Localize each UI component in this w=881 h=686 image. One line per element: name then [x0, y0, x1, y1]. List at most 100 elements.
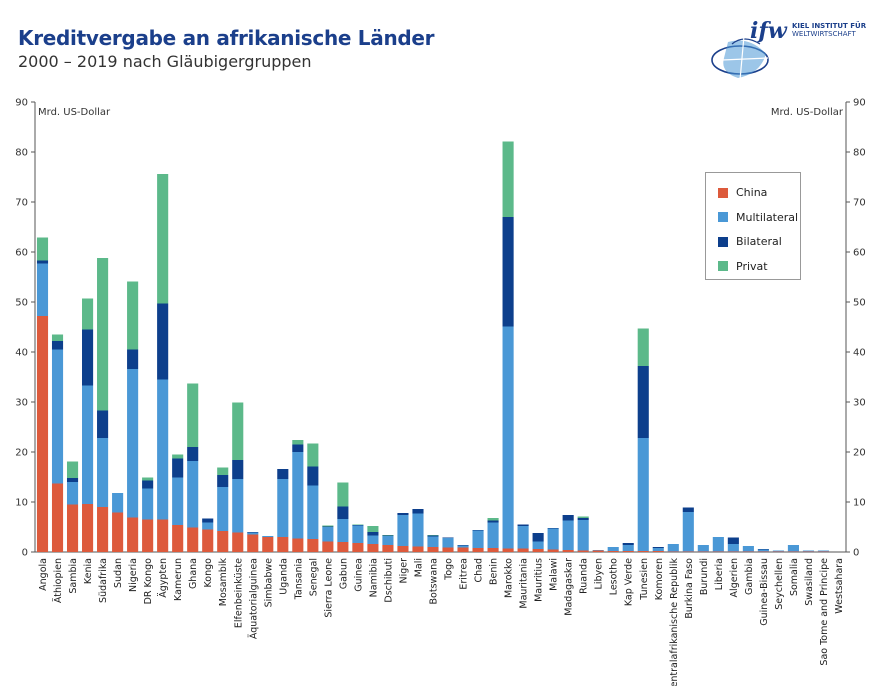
x-tick-label: Mali [413, 558, 424, 577]
bar-segment-bilateral [232, 460, 244, 479]
bar-segment-bilateral [487, 520, 499, 523]
bar-segment-multilateral [142, 488, 154, 520]
bar-segment-china [232, 532, 244, 552]
bar-segment-china [442, 547, 454, 552]
bar-segment-multilateral [307, 485, 319, 539]
y-tick-label-right: 0 [853, 548, 859, 559]
x-tick-label: Niger [398, 558, 409, 584]
bar-segment-multilateral [247, 532, 259, 535]
x-tick-label: Libyen [594, 558, 605, 589]
legend-label: Bilateral [736, 235, 782, 248]
bar-segment-bilateral [82, 329, 94, 386]
bar-segment-multilateral [397, 515, 409, 546]
bar-segment-bilateral [367, 532, 379, 536]
bar-segment-china [637, 551, 649, 552]
x-tick-label: Swasiland [804, 558, 815, 606]
chart-subtitle: 2000 – 2019 nach Gläubigergruppen [18, 52, 312, 71]
x-tick-label: Eritrea [459, 558, 470, 590]
bar-segment-multilateral [457, 545, 469, 548]
bar-segment-china [36, 316, 49, 552]
bar-segment-china [682, 551, 694, 552]
bar-segment-multilateral [772, 550, 784, 552]
bar-segment-bilateral [652, 547, 664, 548]
bar-segment-china [547, 549, 559, 552]
bar-segment-bilateral [202, 518, 214, 523]
bar-segment-bilateral [532, 533, 544, 542]
bar-segment-china [427, 547, 439, 552]
x-axis-labels: Angola Äthiopien Sambia Kenia Südafrika Sudan… [38, 558, 845, 686]
bar-segment-china [472, 548, 484, 552]
x-tick-label: Sierra Leone [323, 558, 334, 618]
bar-segment-china [517, 548, 529, 552]
x-tick-label: Mauritania [519, 558, 530, 609]
bar-segment-privat [637, 328, 649, 366]
bar-segment-multilateral [682, 512, 694, 552]
chart-bars [36, 141, 830, 552]
bar-segment-multilateral [277, 479, 289, 537]
y-tick-label-left: 30 [15, 398, 28, 409]
bar-segment-multilateral [232, 479, 244, 533]
ifw-logo: ifw KIEL INSTITUT FÜR WELTWIRTSCHAFT [711, 18, 867, 81]
bar-segment-privat [367, 526, 379, 532]
logo-line2: WELTWIRTSCHAFT [792, 30, 856, 38]
y-tick-label-left: 60 [15, 248, 28, 259]
bar-segment-privat [487, 518, 499, 521]
x-tick-label: Simbabwe [263, 558, 274, 608]
y-tick-label-right: 10 [853, 498, 866, 509]
x-tick-label: Benin [489, 558, 500, 585]
x-tick-label: Kenia [83, 558, 94, 584]
bar-segment-china [397, 546, 409, 552]
bar-segment-bilateral [412, 509, 424, 514]
legend-item-multilateral: Multilateral [718, 211, 798, 224]
x-tick-label: Sudan [113, 558, 124, 588]
bar-segment-multilateral [547, 528, 559, 550]
bar-segment-china [457, 547, 469, 552]
y-axis-unit-right: Mrd. US-Dollar [771, 107, 844, 118]
y-tick-label-right: 30 [853, 398, 866, 409]
x-tick-label: Südafrika [98, 558, 109, 603]
bar-segment-multilateral [367, 535, 379, 544]
bar-segment-bilateral [472, 530, 484, 531]
legend-item-china: China [718, 186, 767, 199]
bar-segment-multilateral [532, 541, 544, 549]
bar-segment-multilateral [577, 520, 589, 551]
bar-segment-privat [427, 535, 439, 536]
legend-swatch [718, 236, 728, 247]
x-tick-label: Chad [474, 558, 485, 583]
bar-segment-privat [382, 535, 394, 536]
bar-segment-privat [337, 482, 349, 507]
y-tick-label-left: 80 [15, 148, 28, 159]
bar-segment-multilateral [112, 493, 124, 513]
y-tick-label-left: 0 [22, 548, 28, 559]
bar-segment-bilateral [757, 549, 769, 550]
x-tick-label: Sambia [68, 558, 79, 594]
y-tick-label-right: 60 [853, 248, 866, 259]
x-tick-label: Burkina Faso [684, 558, 695, 619]
bar-segment-china [202, 529, 214, 552]
x-tick-label: Marokko [504, 558, 515, 598]
bar-segment-china [142, 519, 154, 552]
bar-segment-bilateral [51, 341, 64, 350]
x-tick-label: Äquatorialguinea [248, 558, 259, 639]
bar-segment-china [157, 519, 169, 552]
x-tick-label: Tunesien [639, 558, 650, 601]
bar-segment-bilateral [577, 518, 589, 520]
bar-segment-bilateral [517, 524, 529, 526]
x-tick-label: Algerien [729, 558, 740, 597]
bar-segment-bilateral [277, 469, 289, 479]
x-tick-label: Liberia [714, 558, 725, 590]
bar-segment-china [112, 512, 124, 552]
bar-segment-china [247, 534, 259, 552]
bar-segment-multilateral [562, 520, 574, 550]
x-tick-label: Angola [38, 558, 49, 591]
x-tick-label: Sao Tome and Principe [819, 558, 830, 666]
bar-segment-multilateral [697, 545, 709, 552]
x-tick-label: Gabun [338, 558, 349, 589]
bar-segment-multilateral [157, 379, 169, 520]
chart-title: Kreditvergabe an afrikanische Länder [18, 26, 435, 50]
bar-segment-bilateral [187, 447, 199, 461]
bar-segment-china [487, 548, 499, 552]
bar-segment-bilateral [397, 513, 409, 515]
bar-segment-bilateral [547, 528, 559, 529]
chart-axes: 0 0 10 10 20 20 30 30 40 40 50 50 60 60 70 70 80 80 90 90 Mr… [15, 98, 865, 559]
